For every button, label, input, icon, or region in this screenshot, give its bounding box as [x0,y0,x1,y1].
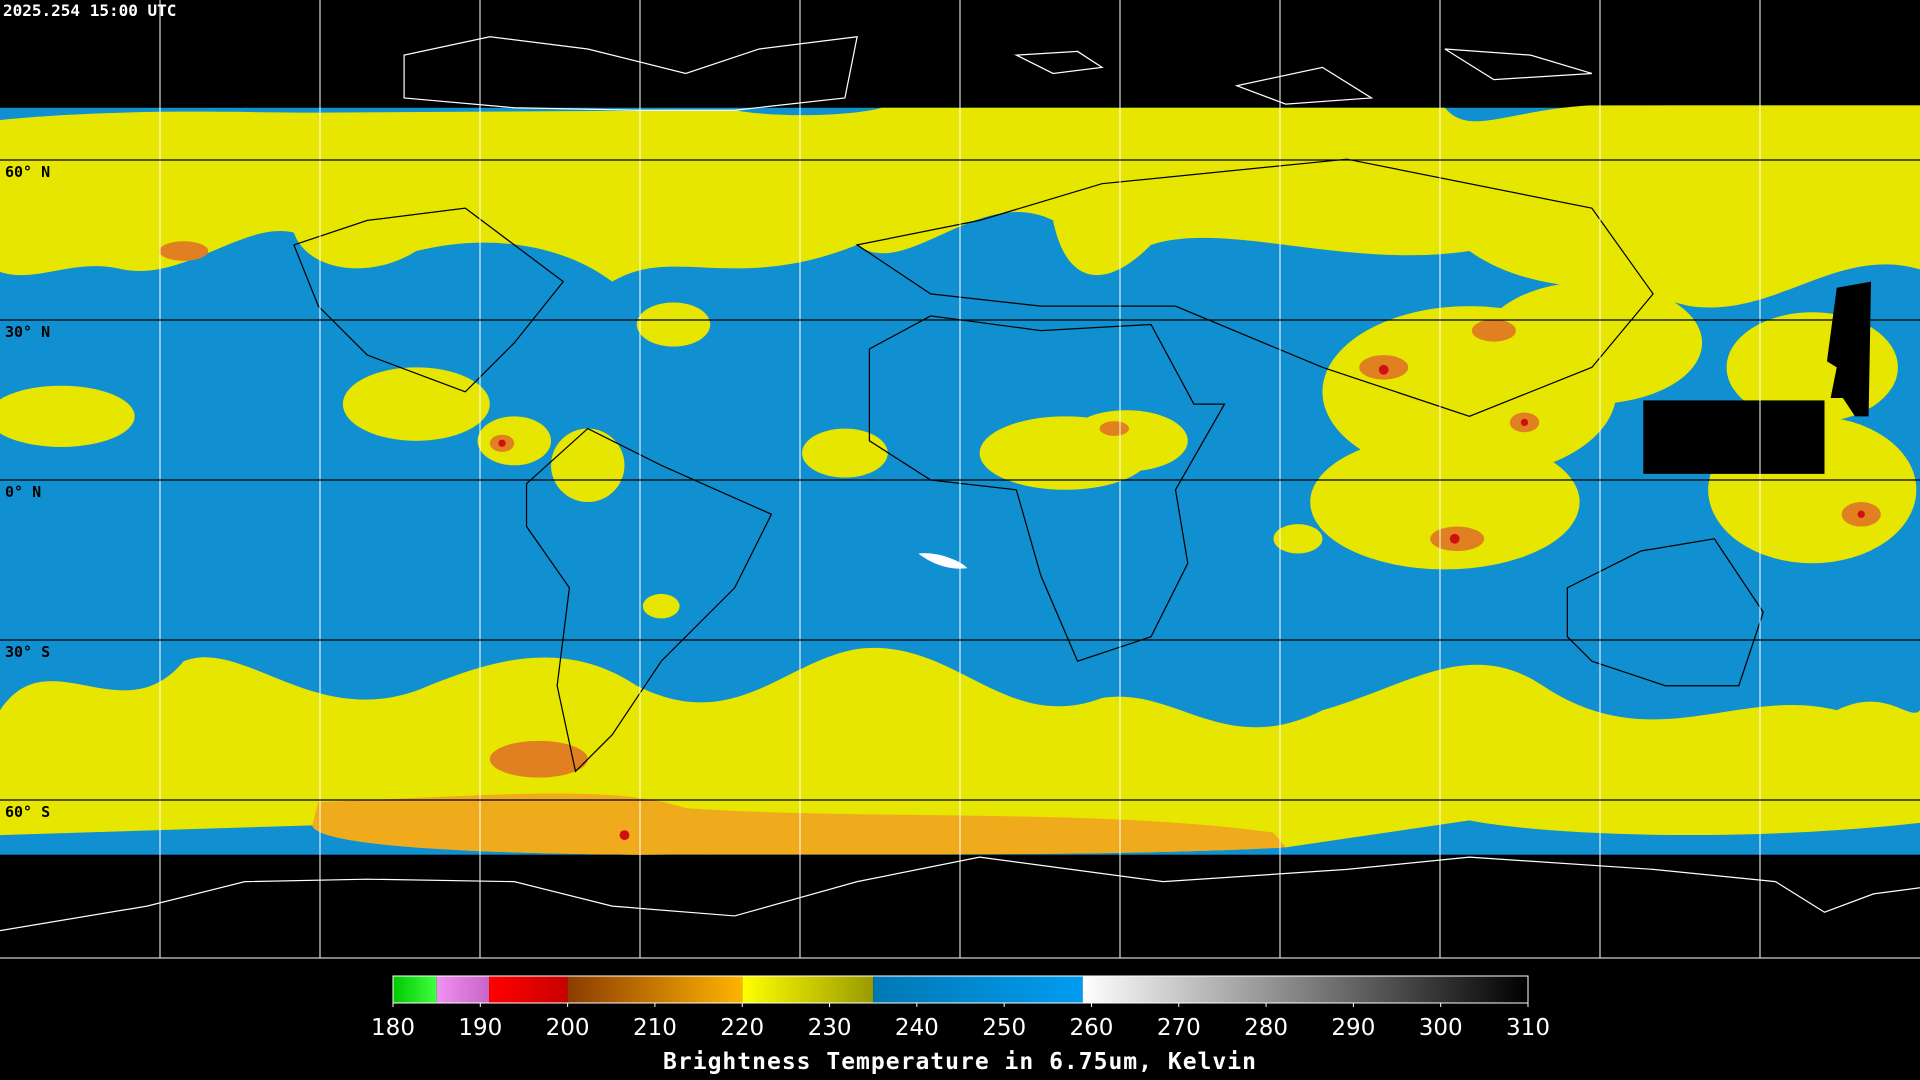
latitude-label: 60° S [5,803,50,821]
colorbar-frame [392,975,1529,1004]
colorbar-tick-label: 300 [1419,1015,1463,1041]
colorbar-tick-label: 210 [633,1015,677,1041]
colorbar-tick-label: 180 [371,1015,415,1041]
missing-data [1826,281,1872,417]
colorbar-segment [489,976,568,1003]
latitude-label: 30° S [5,643,50,661]
colorbar-tick-label: 290 [1331,1015,1375,1041]
coastlines [293,158,1764,773]
colorbar-title: Brightness Temperature in 6.75um, Kelvin [663,1049,1257,1075]
colorbar-tick-label: 240 [895,1015,939,1041]
colorbar-segment [873,976,1083,1003]
colorbar-segment [1082,976,1528,1003]
colorbar-tick-label: 310 [1506,1015,1550,1041]
colorbar-segment [393,976,437,1003]
colorbar-tick-label: 250 [982,1015,1026,1041]
latitude-label: 60° N [5,163,50,181]
cold-cloud-tops [498,364,1865,841]
antarctic-cold [312,793,1286,855]
colorbar-tick-label: 230 [808,1015,852,1041]
colorbar-tick-label: 280 [1244,1015,1288,1041]
latitude-label: 30° N [5,323,50,341]
colorbar-tick-label: 220 [720,1015,764,1041]
latitude-label: 0° N [5,483,41,501]
colorbar-tick-label: 270 [1157,1015,1201,1041]
missing-data [1643,400,1825,474]
timestamp: 2025.254 15:00 UTC [3,1,176,20]
polar-coastlines [0,36,1920,932]
colorbar-segment [567,976,743,1003]
colorbar-tick-label: 190 [458,1015,502,1041]
colorbar-tick-label: 260 [1070,1015,1114,1041]
colorbar-segment [742,976,874,1003]
colorbar-segment [436,976,490,1003]
warm-spot [918,553,968,569]
colorbar-tick-label: 200 [546,1015,590,1041]
deep-convection [159,241,1881,778]
